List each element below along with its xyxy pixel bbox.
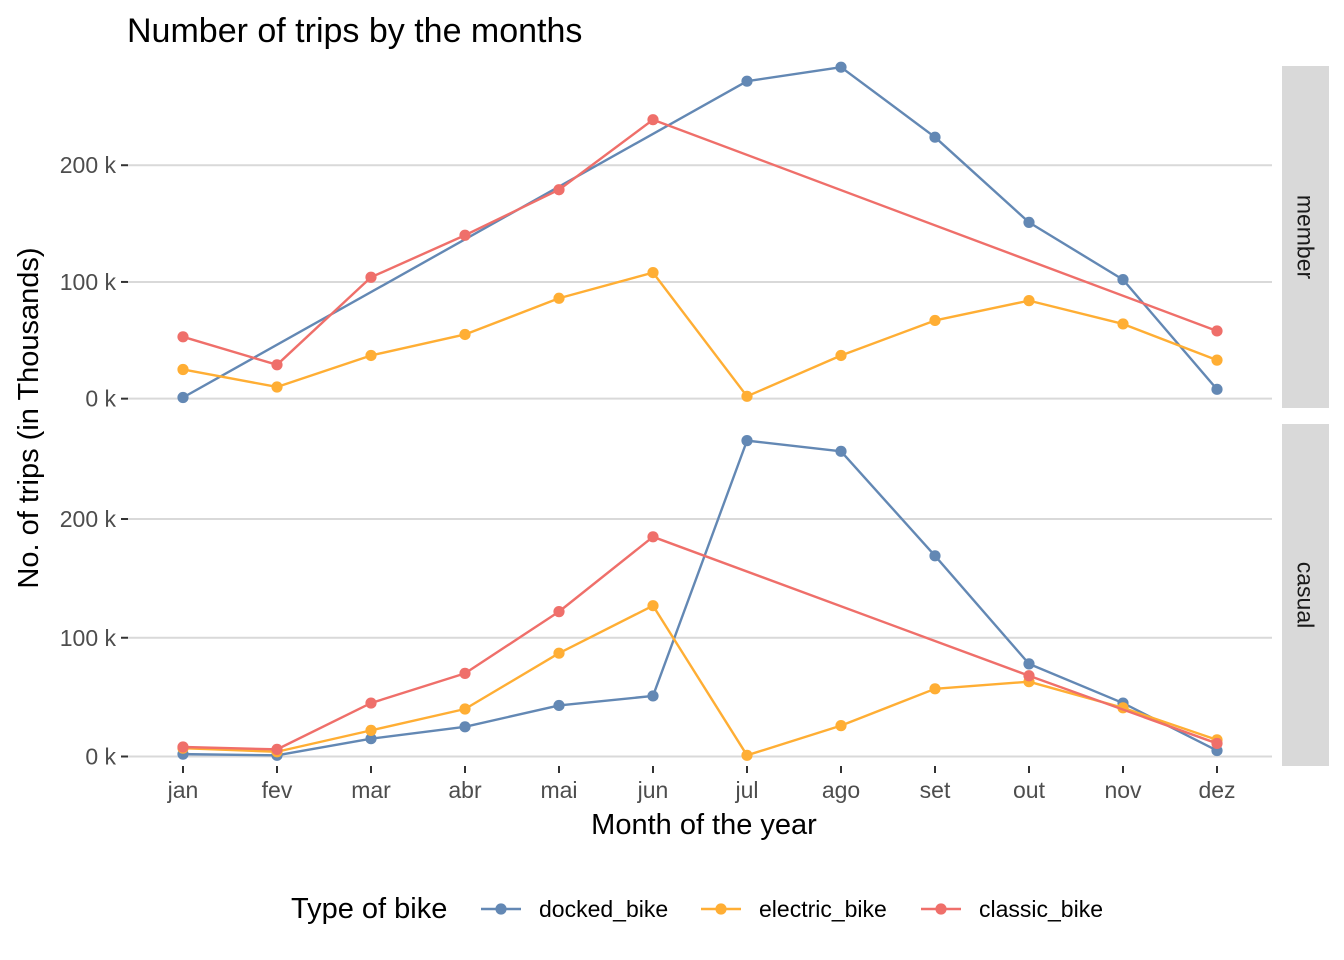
data-point-classic_bike: [177, 331, 189, 343]
x-tick-label: dez: [1198, 777, 1235, 803]
series-line-electric_bike: [182, 271, 1218, 398]
y-tick-label: 200 k: [60, 152, 117, 178]
data-point-electric_bike: [1211, 354, 1223, 366]
x-tick-label: out: [1013, 777, 1046, 803]
legend-label: classic_bike: [979, 896, 1103, 922]
legend-key-point: [935, 903, 947, 915]
data-point-classic_bike: [1211, 325, 1223, 337]
data-point-electric_bike: [365, 349, 377, 362]
data-point-electric_bike: [647, 600, 659, 612]
data-point-docked_bike: [647, 690, 659, 702]
data-point-classic_bike: [177, 741, 189, 753]
y-tick-label: 0 k: [85, 744, 116, 770]
data-point-electric_bike: [553, 647, 565, 659]
data-point-classic_bike: [365, 697, 377, 709]
data-point-classic_bike: [271, 359, 283, 371]
x-tick-label: set: [920, 777, 951, 803]
x-tick-label: jan: [167, 777, 199, 803]
x-tick-label: fev: [262, 777, 293, 803]
x-tick-label: nov: [1104, 777, 1142, 803]
data-point-classic_bike: [647, 531, 659, 543]
data-point-classic_bike: [1211, 737, 1223, 750]
y-axis-title: No. of trips (in Thousands): [13, 247, 45, 588]
data-point-docked_bike: [1211, 383, 1223, 395]
data-point-docked_bike: [365, 733, 377, 745]
data-point-docked_bike: [1117, 274, 1129, 286]
x-tick-label: abr: [448, 777, 482, 803]
data-point-classic_bike: [459, 229, 471, 241]
x-tick-label: mar: [351, 777, 391, 803]
data-point-classic_bike: [459, 667, 471, 679]
series-line-classic_bike: [182, 535, 1218, 751]
data-point-electric_bike: [835, 720, 847, 732]
x-tick-label: ago: [822, 777, 860, 803]
data-point-electric_bike: [459, 328, 471, 341]
x-axis: jan fev mar abr mai jun jul ago set out nov dez: [167, 766, 1236, 803]
y-tick-label: 0 k: [85, 386, 116, 412]
data-point-docked_bike: [835, 61, 847, 73]
plot-panels: 0 k 100 k 200 k member 0 k 100 k 200 k casual ja…: [60, 61, 1329, 803]
data-point-docked_bike: [929, 131, 941, 143]
data-point-electric_bike: [553, 292, 565, 304]
data-point-classic_bike: [553, 184, 565, 196]
data-point-electric_bike: [929, 314, 941, 327]
data-point-docked_bike: [1023, 216, 1035, 229]
data-point-classic_bike: [647, 114, 659, 126]
data-point-docked_bike: [741, 75, 753, 87]
data-point-classic_bike: [553, 606, 565, 618]
data-point-docked_bike: [835, 445, 847, 457]
data-point-electric_bike: [741, 749, 753, 761]
facet-strip: [1282, 424, 1329, 766]
data-point-classic_bike: [365, 271, 377, 283]
data-point-classic_bike: [271, 743, 283, 755]
data-point-electric_bike: [835, 349, 847, 362]
x-tick-label: mai: [540, 777, 577, 803]
data-point-classic_bike: [1023, 670, 1035, 682]
series-line-docked_bike: [182, 65, 1218, 399]
legend-key-point: [715, 903, 727, 915]
legend-label: docked_bike: [539, 896, 668, 922]
facet-strip: [1282, 66, 1329, 408]
data-point-electric_bike: [647, 267, 659, 279]
data-point-electric_bike: [459, 703, 471, 715]
data-point-electric_bike: [741, 390, 753, 402]
panel-member: 0 k 100 k 200 k member: [60, 61, 1329, 412]
data-point-docked_bike: [177, 391, 189, 404]
y-tick-label: 100 k: [60, 269, 117, 295]
chart-title: Number of trips by the months: [127, 12, 582, 50]
data-point-electric_bike: [271, 381, 283, 393]
facet-strip-label: member: [1293, 195, 1319, 280]
data-point-electric_bike: [929, 683, 941, 695]
y-tick-label: 100 k: [60, 625, 117, 651]
legend: Type of bike docked_bike electric_bike cla…: [291, 893, 1103, 925]
x-axis-title: Month of the year: [591, 809, 817, 841]
data-point-docked_bike: [553, 699, 565, 712]
facet-strip-label: casual: [1293, 562, 1319, 628]
legend-title: Type of bike: [291, 893, 447, 925]
x-tick-label: jun: [637, 777, 669, 803]
data-point-electric_bike: [365, 724, 377, 736]
series-line-electric_bike: [182, 604, 1218, 757]
legend-key-point: [495, 903, 507, 915]
data-point-docked_bike: [929, 550, 941, 562]
x-tick-label: jul: [734, 777, 758, 803]
data-point-docked_bike: [459, 721, 471, 733]
panel-casual: 0 k 100 k 200 k casual: [60, 424, 1329, 770]
series-line-docked_bike: [182, 439, 1218, 757]
y-tick-label: 200 k: [60, 506, 117, 532]
data-point-electric_bike: [1117, 318, 1129, 330]
data-point-electric_bike: [1023, 295, 1035, 307]
data-point-docked_bike: [1023, 658, 1035, 670]
data-point-docked_bike: [741, 435, 753, 447]
legend-label: electric_bike: [759, 896, 887, 922]
data-point-electric_bike: [177, 363, 189, 376]
